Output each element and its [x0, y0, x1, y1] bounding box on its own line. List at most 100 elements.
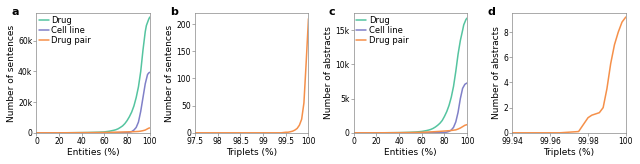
Drug — [440, 115, 448, 117]
Drug pair — [100, 131, 108, 133]
Drug — [356, 132, 364, 134]
Drug — [418, 130, 426, 132]
Cell line — [456, 98, 464, 100]
Drug — [362, 132, 369, 134]
Drug — [134, 86, 142, 88]
Drug pair — [435, 130, 443, 132]
Line: Cell line: Cell line — [36, 72, 150, 133]
Drug — [143, 21, 151, 23]
Cell line — [362, 132, 369, 134]
Cell line — [435, 132, 443, 134]
Drug — [141, 31, 149, 33]
Drug pair — [33, 132, 40, 134]
Cell line — [454, 111, 462, 113]
Drug pair — [424, 131, 431, 133]
Drug pair — [406, 132, 414, 133]
Drug — [420, 130, 428, 132]
Drug pair — [95, 132, 102, 133]
Drug — [61, 132, 68, 134]
Text: b: b — [170, 7, 178, 17]
Drug — [461, 21, 468, 23]
Cell line — [118, 132, 125, 134]
Drug pair — [145, 127, 152, 129]
Drug — [422, 130, 430, 132]
Legend: Drug, Cell line, Drug pair: Drug, Cell line, Drug pair — [38, 15, 92, 46]
Drug pair — [89, 132, 97, 133]
Drug — [78, 132, 86, 133]
Drug — [452, 70, 460, 72]
Line: Drug pair: Drug pair — [354, 125, 467, 133]
Drug pair — [456, 127, 464, 129]
Drug pair — [461, 124, 468, 126]
Cell line — [372, 132, 380, 134]
Drug — [454, 53, 462, 55]
Drug pair — [67, 132, 74, 134]
Drug — [450, 85, 458, 87]
Drug — [50, 132, 58, 134]
Drug — [114, 128, 122, 130]
Cell line — [450, 126, 458, 128]
Legend: Drug, Cell line, Drug pair: Drug, Cell line, Drug pair — [355, 15, 410, 46]
Drug pair — [106, 131, 114, 133]
Drug — [390, 132, 397, 134]
Cell line — [132, 126, 140, 128]
Cell line — [67, 132, 74, 134]
Drug pair — [350, 132, 358, 134]
Drug — [121, 123, 129, 125]
Cell line — [137, 110, 145, 112]
Drug — [372, 132, 380, 134]
Drug — [429, 127, 437, 129]
Drug — [130, 105, 138, 107]
Drug — [55, 132, 63, 134]
Drug — [108, 130, 115, 132]
Drug — [103, 131, 111, 133]
Line: Cell line: Cell line — [354, 83, 467, 133]
Drug — [436, 122, 444, 124]
Drug — [367, 132, 374, 134]
Drug pair — [440, 130, 448, 132]
Drug — [146, 16, 154, 18]
Drug — [459, 29, 467, 31]
Drug pair — [112, 131, 120, 133]
Cell line — [89, 132, 97, 134]
Drug — [463, 17, 471, 19]
Cell line — [443, 131, 451, 133]
Cell line — [44, 132, 52, 134]
Cell line — [440, 132, 448, 133]
Cell line — [396, 132, 403, 134]
Drug — [128, 111, 136, 113]
Cell line — [55, 132, 63, 134]
Cell line — [350, 132, 358, 134]
Drug pair — [129, 131, 136, 133]
X-axis label: Triplets (%): Triplets (%) — [226, 148, 277, 157]
Drug pair — [137, 130, 145, 132]
Drug pair — [362, 132, 369, 134]
Drug — [456, 40, 464, 41]
Cell line — [452, 121, 460, 123]
Drug — [125, 116, 133, 118]
Drug pair — [460, 125, 468, 127]
Drug — [434, 124, 442, 126]
Cell line — [146, 71, 154, 73]
Drug pair — [462, 124, 470, 126]
Cell line — [463, 82, 471, 84]
Cell line — [406, 132, 414, 134]
Cell line — [461, 83, 468, 85]
Drug — [431, 126, 439, 128]
Text: d: d — [488, 7, 495, 17]
Drug — [406, 131, 414, 133]
X-axis label: Entities (%): Entities (%) — [384, 148, 436, 157]
Drug — [445, 104, 453, 106]
Drug — [139, 49, 147, 51]
Drug — [137, 71, 145, 72]
Drug — [33, 132, 40, 134]
Cell line — [139, 97, 147, 99]
Drug — [378, 132, 386, 134]
Drug — [116, 126, 124, 128]
Drug — [145, 18, 152, 20]
X-axis label: Triplets (%): Triplets (%) — [543, 148, 595, 157]
Drug — [112, 129, 120, 131]
Drug pair — [55, 132, 63, 134]
Drug — [438, 120, 446, 122]
Drug pair — [146, 127, 154, 129]
